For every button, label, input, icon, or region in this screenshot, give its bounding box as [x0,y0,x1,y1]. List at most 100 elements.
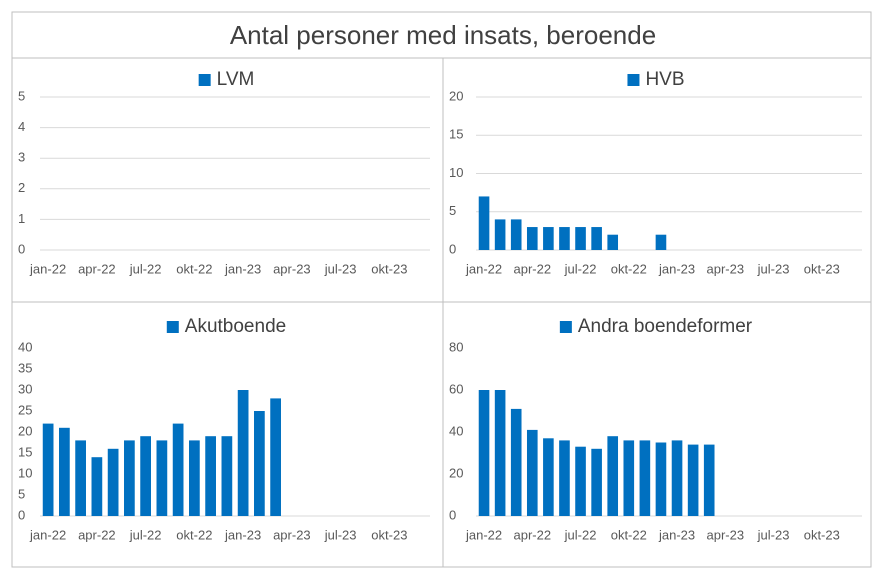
bar [205,436,216,516]
y-tick-label: 15 [18,444,32,459]
bar [270,398,281,516]
x-tick-label: jan-22 [465,527,502,542]
y-tick-label: 30 [18,381,32,396]
x-tick-label: jan-23 [658,261,695,276]
bar [494,390,506,516]
legend-label: Andra boendeformer [578,316,753,337]
x-tick-label: apr-22 [78,261,116,276]
x-tick-label: okt-23 [804,527,840,542]
x-tick-label: jan-23 [224,261,261,276]
bar [607,436,619,516]
y-tick-label: 20 [449,465,463,480]
bar [591,448,602,516]
y-tick-label: 2 [18,180,25,195]
y-tick-label: 40 [18,339,32,354]
bar [671,440,683,516]
bar [478,390,490,516]
y-tick-label: 20 [449,88,463,103]
bar [623,440,635,516]
legend-swatch [166,321,179,333]
y-tick-label: 3 [18,150,25,165]
bar [526,227,538,250]
legend-label: HVB [645,69,684,90]
y-tick-label: 80 [449,339,463,354]
bar [91,457,103,516]
bar [543,438,554,516]
bar [172,423,184,516]
bar [575,227,586,250]
x-tick-label: jan-22 [29,527,66,542]
y-tick-label: 0 [449,507,456,522]
x-tick-label: jul-23 [757,527,790,542]
x-tick-label: jan-23 [224,527,261,542]
x-tick-label: apr-23 [707,527,745,542]
bar [559,440,570,516]
bar [221,436,233,516]
x-tick-label: apr-23 [273,261,311,276]
bar [703,444,715,516]
x-tick-label: jul-23 [324,527,357,542]
y-tick-label: 10 [449,165,463,180]
x-tick-label: jul-22 [129,261,162,276]
x-tick-label: jul-23 [324,261,357,276]
legend-swatch [559,321,572,333]
bar [510,219,522,250]
legend-swatch [198,74,211,86]
x-tick-label: jul-23 [757,261,790,276]
x-tick-label: jan-23 [658,527,695,542]
y-tick-label: 0 [18,507,25,522]
y-tick-label: 1 [18,211,25,226]
x-tick-label: jul-22 [129,527,162,542]
y-tick-label: 0 [449,241,456,256]
x-tick-label: apr-22 [514,527,552,542]
y-tick-label: 20 [18,423,32,438]
x-tick-label: apr-22 [514,261,552,276]
bar [607,234,619,250]
y-tick-label: 15 [449,127,463,142]
bar [655,234,667,250]
y-tick-label: 4 [18,119,25,134]
bar [543,227,554,250]
bar [526,429,538,516]
x-tick-label: okt-22 [611,261,647,276]
x-tick-label: okt-23 [371,527,407,542]
bar [478,196,490,250]
bar [510,408,522,516]
bar [75,440,86,516]
x-tick-label: okt-22 [176,261,212,276]
bar [494,219,506,250]
legend-label: LVM [217,69,255,90]
legend-swatch [627,74,640,86]
y-tick-label: 5 [18,88,25,103]
bar [575,446,586,516]
bar [156,440,168,516]
x-tick-label: okt-23 [804,261,840,276]
x-tick-label: okt-22 [611,527,647,542]
bar [59,427,70,516]
y-tick-label: 60 [449,381,463,396]
x-tick-label: okt-22 [176,527,212,542]
legend-label: Akutboende [185,316,286,337]
bar [124,440,135,516]
bar [687,444,699,516]
frame [11,11,872,568]
y-tick-label: 10 [18,465,32,480]
bar [189,440,200,516]
x-tick-label: jan-22 [465,261,502,276]
bar [559,227,570,250]
y-tick-label: 25 [18,402,32,417]
bar [237,390,249,516]
bar [655,442,667,516]
y-tick-label: 5 [18,486,25,501]
x-tick-label: okt-23 [371,261,407,276]
x-tick-label: apr-23 [273,527,311,542]
x-tick-label: jan-22 [29,261,66,276]
x-tick-label: apr-22 [78,527,116,542]
bar [639,440,651,516]
x-tick-label: jul-22 [564,261,597,276]
y-tick-label: 5 [449,203,456,218]
y-tick-label: 0 [18,241,25,256]
bar [254,411,265,516]
